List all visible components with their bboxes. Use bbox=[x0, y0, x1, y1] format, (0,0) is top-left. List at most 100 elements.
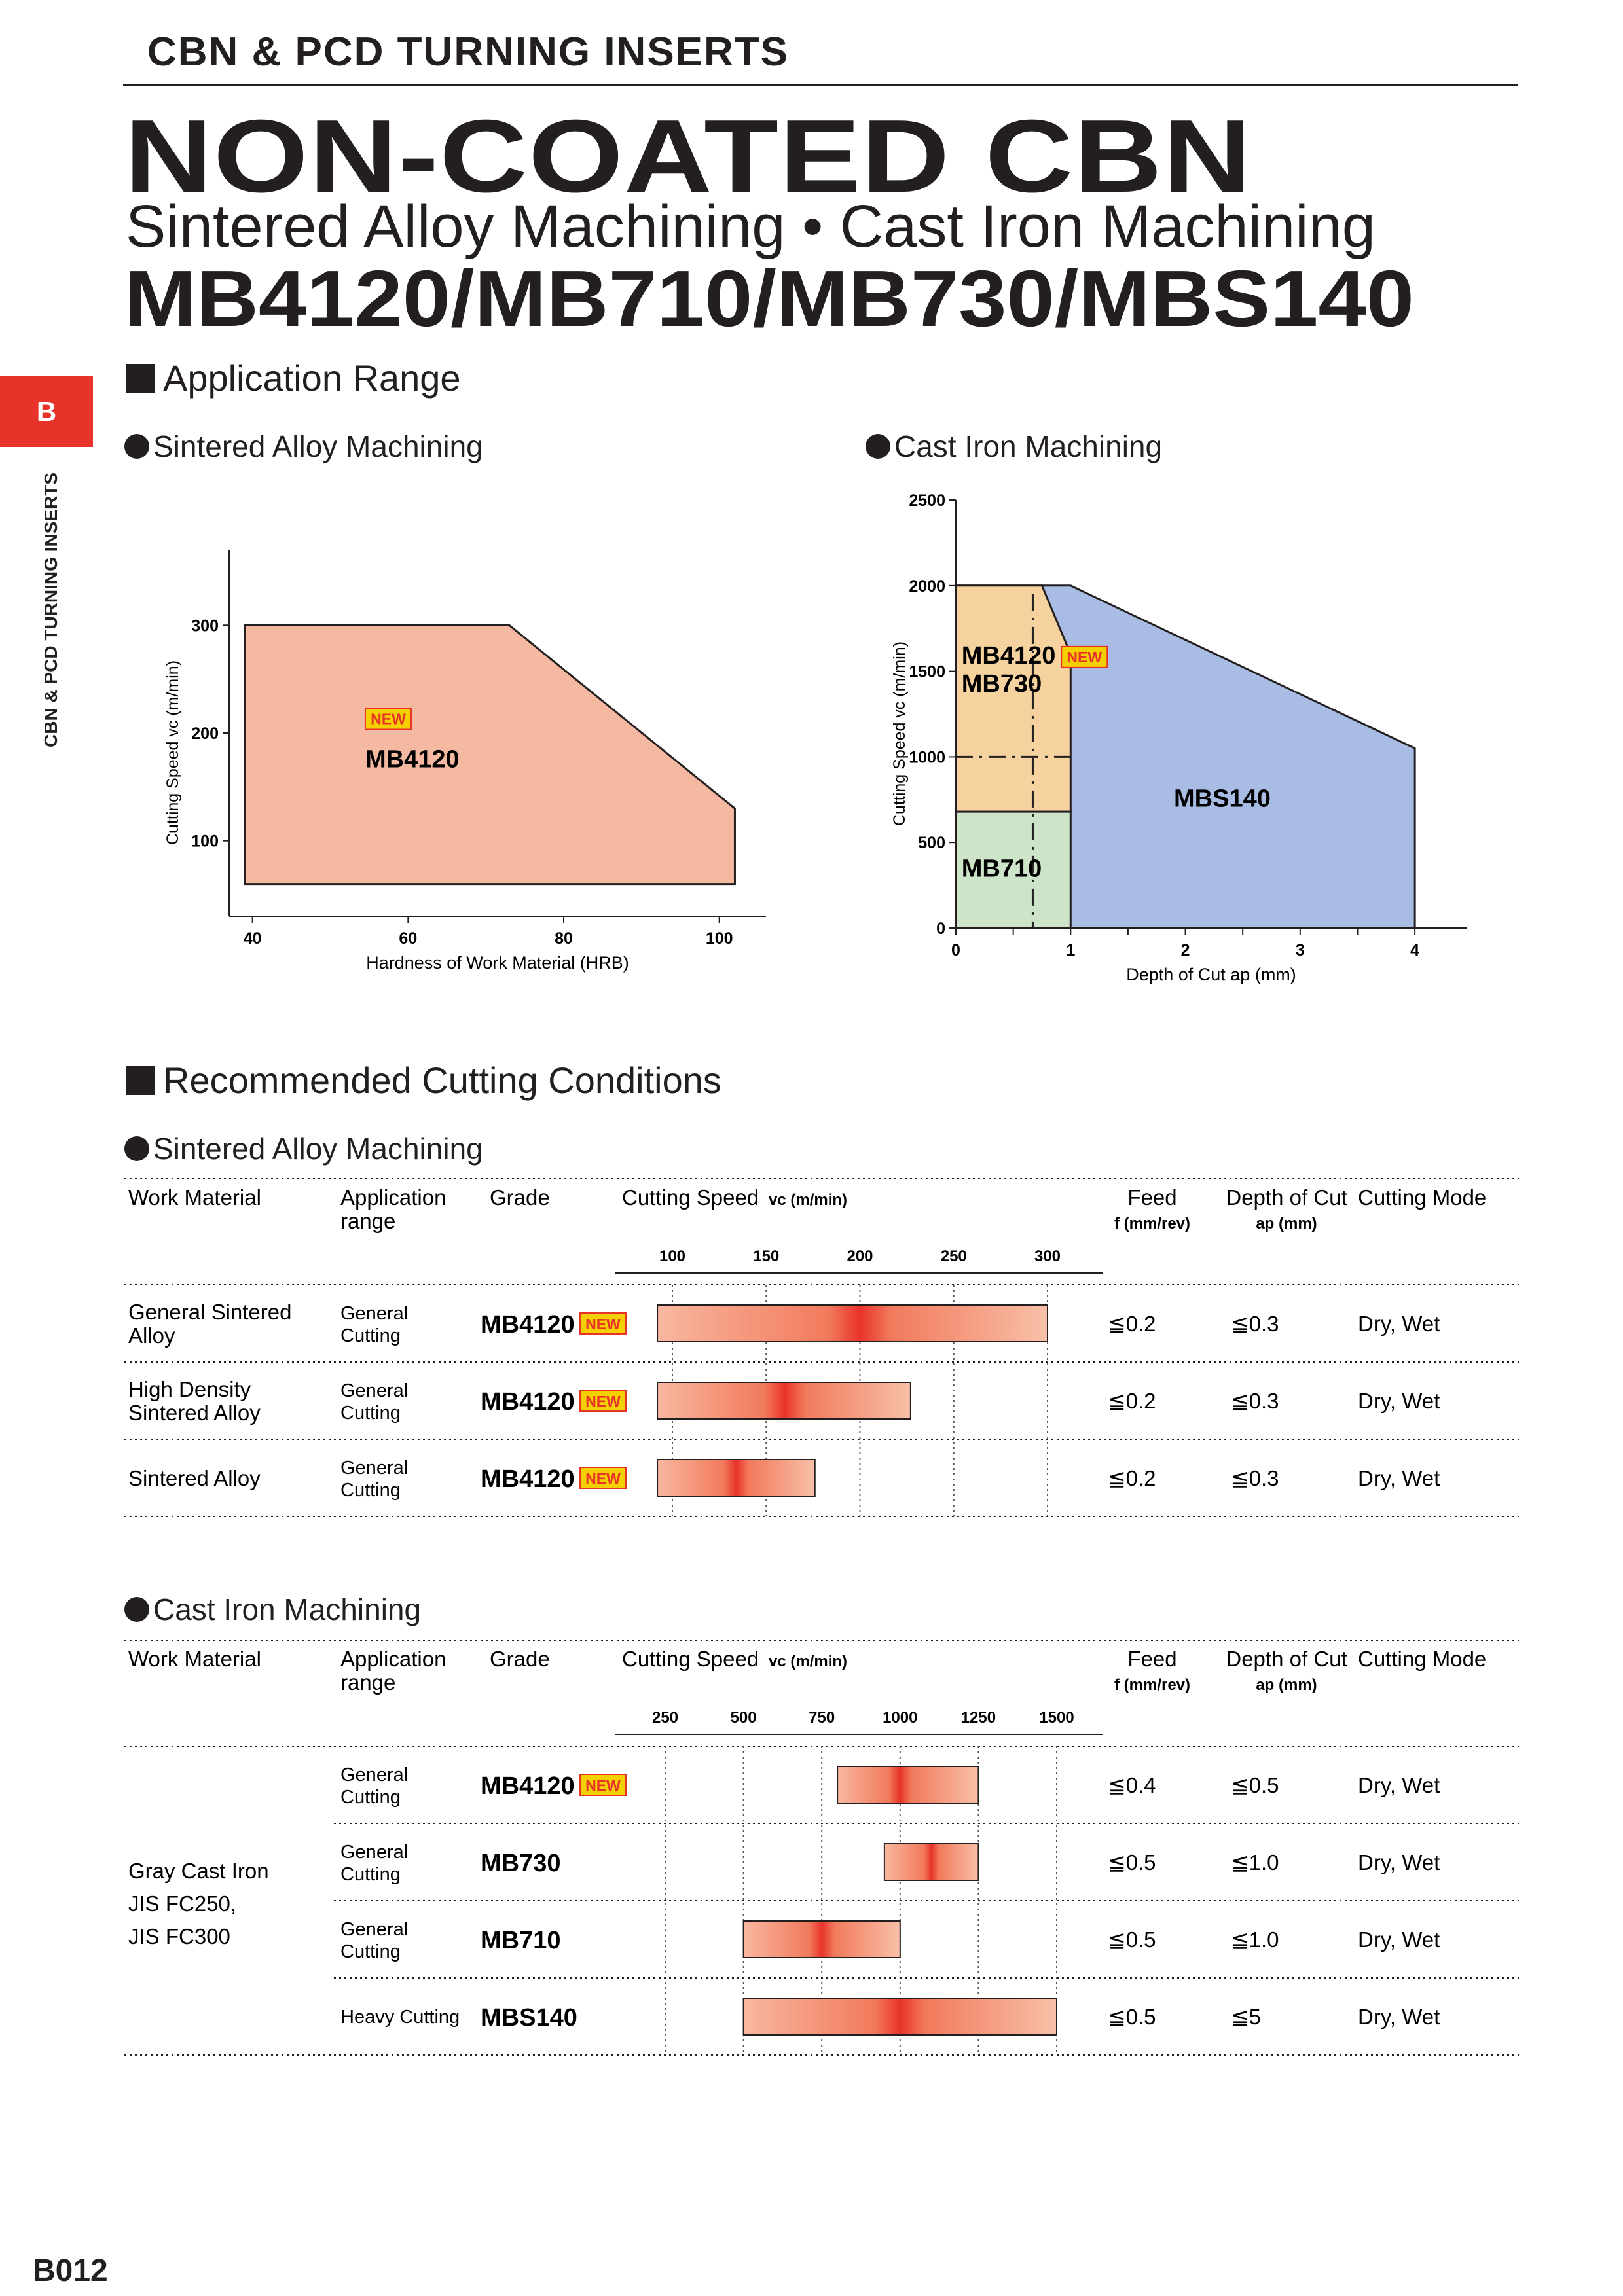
col-header-work-material: Work Material bbox=[128, 1647, 261, 1671]
x-axis-label: Depth of Cut ap (mm) bbox=[1126, 965, 1296, 984]
new-badge-label: NEW bbox=[371, 710, 406, 727]
doc-value: ≦0.3 bbox=[1231, 1389, 1279, 1413]
new-badge bbox=[1061, 645, 1108, 668]
application-label: General bbox=[340, 1458, 408, 1479]
bullet-icon bbox=[866, 434, 890, 459]
square-bullet-icon bbox=[126, 1066, 155, 1095]
col-header-grade: Grade bbox=[490, 1185, 550, 1210]
speed-range-bar bbox=[742, 1920, 901, 1958]
col-header-feed: Feed bbox=[1127, 1647, 1176, 1671]
y-tick-label: 1000 bbox=[909, 748, 945, 766]
mode-value: Dry, Wet bbox=[1358, 1850, 1440, 1874]
application-label-2: Cutting bbox=[340, 1941, 401, 1962]
col-header-grade: Grade bbox=[490, 1647, 550, 1671]
x-tick-label: 4 bbox=[1410, 941, 1419, 960]
area-label-mbs140: MBS140 bbox=[1174, 785, 1271, 812]
grade-label: MB4120 bbox=[481, 1311, 575, 1338]
work-material-label: Sintered Alloy bbox=[128, 1466, 261, 1490]
x-tick-label: 0 bbox=[951, 941, 960, 960]
y-tick-label: 1500 bbox=[909, 663, 945, 681]
feed-value: ≦0.2 bbox=[1108, 1389, 1156, 1413]
col-header-feed: Feed bbox=[1127, 1185, 1176, 1210]
col-header-feed-unit: f (mm/rev) bbox=[1114, 1215, 1190, 1232]
doc-value: ≦0.5 bbox=[1231, 1773, 1279, 1797]
application-label: General bbox=[340, 1919, 408, 1940]
grades-title: MB4120/MB710/MB730/MBS140 bbox=[124, 254, 1414, 343]
mode-value: Dry, Wet bbox=[1358, 1466, 1440, 1490]
application-range-heading: Application Range bbox=[126, 357, 461, 399]
speed-axis-tick: 1000 bbox=[883, 1709, 917, 1727]
speed-range-bar bbox=[837, 1766, 979, 1804]
page-title: NON-COATED CBN bbox=[124, 99, 1252, 214]
grade-label: MB4120 bbox=[481, 1772, 575, 1800]
doc-value: ≦0.3 bbox=[1231, 1466, 1279, 1490]
x-tick-label: 2 bbox=[1181, 941, 1190, 960]
col-header-speed: Cutting Speed bbox=[622, 1185, 759, 1210]
speed-range-bar bbox=[657, 1459, 816, 1497]
x-tick-label: 1 bbox=[1066, 941, 1075, 960]
application-label-2: Cutting bbox=[340, 1403, 401, 1424]
side-section-label: CBN & PCD TURNING INSERTS bbox=[41, 472, 61, 747]
cast-iron-conditions-heading: Cast Iron Machining bbox=[124, 1592, 421, 1627]
col-header-application-2: range bbox=[340, 1670, 395, 1695]
speed-axis-tick: 500 bbox=[731, 1709, 757, 1727]
x-tick-label: 100 bbox=[706, 929, 733, 948]
y-tick-label: 2000 bbox=[909, 577, 945, 596]
y-axis-label: Cutting Speed vc (m/min) bbox=[164, 660, 182, 845]
x-tick-label: 3 bbox=[1296, 941, 1305, 960]
col-header-doc-unit: ap (mm) bbox=[1256, 1676, 1317, 1694]
doc-value: ≦5 bbox=[1231, 2005, 1261, 2029]
doc-value: ≦1.0 bbox=[1231, 1928, 1279, 1952]
col-header-application-2: range bbox=[340, 1209, 395, 1233]
speed-axis-tick: 1250 bbox=[961, 1709, 996, 1727]
work-material-label: Gray Cast Iron bbox=[128, 1859, 269, 1883]
sintered-range-heading: Sintered Alloy Machining bbox=[124, 429, 483, 464]
cast-iron-range-heading: Cast Iron Machining bbox=[866, 429, 1162, 464]
new-badge bbox=[579, 1467, 627, 1489]
application-label: General bbox=[340, 1303, 408, 1324]
new-badge bbox=[579, 1390, 627, 1412]
application-label: General bbox=[340, 1842, 408, 1863]
recommended-heading: Recommended Cutting Conditions bbox=[126, 1059, 721, 1102]
application-label-2: Cutting bbox=[340, 1864, 401, 1885]
application-label: General bbox=[340, 1765, 408, 1785]
col-header-doc-unit: ap (mm) bbox=[1256, 1215, 1317, 1232]
col-header-mode: Cutting Mode bbox=[1358, 1185, 1486, 1210]
feed-value: ≦0.5 bbox=[1108, 1928, 1156, 1952]
y-tick-label: 300 bbox=[191, 617, 219, 635]
page-subtitle: Sintered Alloy Machining • Cast Iron Mac… bbox=[126, 193, 1376, 260]
square-bullet-icon bbox=[126, 363, 155, 393]
new-badge-label: NEW bbox=[585, 1316, 621, 1333]
new-badge bbox=[579, 1312, 627, 1335]
col-header-doc: Depth of Cut bbox=[1226, 1647, 1347, 1671]
speed-axis-tick: 300 bbox=[1034, 1247, 1061, 1265]
sintered-conditions-heading: Sintered Alloy Machining bbox=[124, 1131, 483, 1166]
application-label-2: Cutting bbox=[340, 1480, 401, 1501]
grade-label: MB4120 bbox=[481, 1465, 575, 1493]
speed-axis-tick: 250 bbox=[941, 1247, 967, 1265]
application-label-2: Cutting bbox=[340, 1787, 401, 1808]
y-tick-label: 500 bbox=[918, 834, 945, 852]
work-material-label: General Sintered bbox=[128, 1300, 291, 1324]
feed-value: ≦0.2 bbox=[1108, 1312, 1156, 1336]
col-header-work-material: Work Material bbox=[128, 1185, 261, 1210]
work-material-label: JIS FC250, bbox=[128, 1892, 236, 1916]
speed-axis-tick: 100 bbox=[659, 1247, 685, 1265]
col-header-application: Application bbox=[340, 1185, 446, 1210]
new-badge-label: NEW bbox=[585, 1470, 621, 1487]
new-badge bbox=[364, 708, 412, 730]
feed-value: ≦0.4 bbox=[1108, 1773, 1156, 1797]
area-label-mb710: MB710 bbox=[962, 855, 1042, 883]
doc-value: ≦0.3 bbox=[1231, 1312, 1279, 1336]
y-tick-label: 200 bbox=[191, 725, 219, 743]
application-label: General bbox=[340, 1380, 408, 1401]
application-label-2: Cutting bbox=[340, 1325, 401, 1346]
area-mb4120 bbox=[244, 624, 736, 886]
col-header-application: Application bbox=[340, 1647, 446, 1671]
speed-range-bar bbox=[657, 1382, 911, 1420]
new-badge-label: NEW bbox=[585, 1777, 621, 1794]
area-label-mb4120: MB4120 bbox=[365, 746, 460, 774]
y-tick-label: 0 bbox=[936, 920, 945, 938]
section-tab[interactable]: B bbox=[0, 376, 93, 447]
